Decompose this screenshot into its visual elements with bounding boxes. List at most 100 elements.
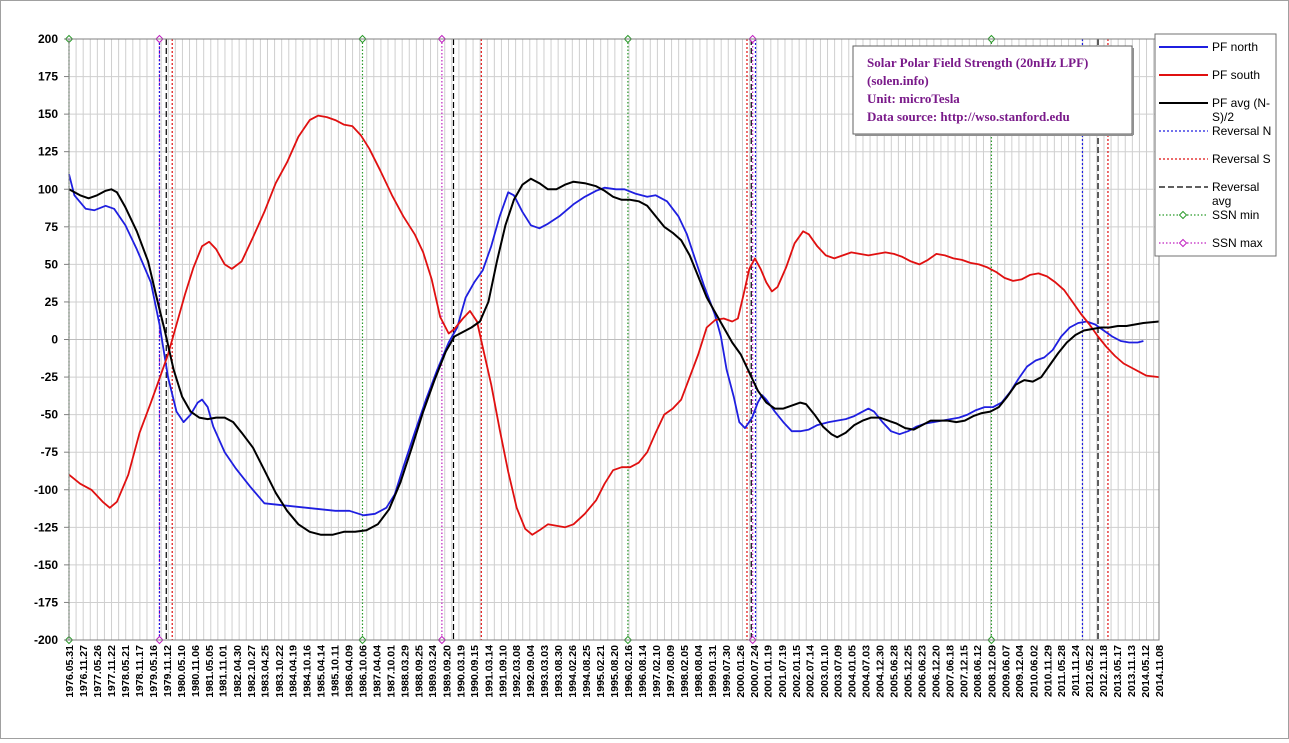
legend-label-line: PF south — [1212, 68, 1260, 82]
x-tick-label: 2003.01.10 — [819, 645, 831, 698]
x-tick-label: 2006.12.20 — [931, 645, 943, 698]
x-tick-label: 1999.07.30 — [721, 645, 733, 698]
legend-label-line: PF avg (N- — [1212, 96, 1270, 110]
title-box-frame — [852, 45, 1133, 135]
x-tick-label: 2002.01.15 — [791, 645, 803, 698]
chart-title-line: Solar Polar Field Strength (20nHz LPF) — [867, 55, 1088, 70]
x-tick-label: 1998.02.05 — [679, 645, 691, 698]
x-tick-label: 2002.07.14 — [805, 645, 817, 698]
x-tick-label: 1988.03.29 — [399, 645, 411, 698]
x-tick-label: 2010.06.02 — [1028, 645, 1040, 698]
x-tick-label: 1993.03.03 — [539, 645, 551, 698]
series-line-avg — [68, 177, 1160, 536]
x-tick-label: 1997.08.09 — [665, 645, 677, 698]
x-tick-label: 2007.06.18 — [944, 645, 956, 698]
chart-title-line: Unit: microTesla — [867, 91, 960, 106]
x-tick-label: 1977.05.26 — [92, 645, 104, 698]
legend-marker — [1178, 238, 1188, 248]
x-tick-label: 2010.11.29 — [1042, 645, 1054, 697]
x-tick-label: 1995.08.20 — [609, 645, 621, 698]
y-tick-label: 150 — [38, 107, 58, 121]
x-tick-label: 1990.09.15 — [469, 645, 481, 698]
x-tick-label: 1985.10.11 — [330, 645, 342, 697]
x-tick-label: 1986.04.09 — [344, 645, 356, 698]
x-tick-label: 2000.07.24 — [749, 645, 761, 698]
x-tick-label: 2008.12.09 — [986, 645, 998, 698]
x-axis: 1976.05.31 1976.11.27 1977.05.26 1977.11.22… — [64, 645, 1166, 698]
y-tick-label: 0 — [51, 333, 58, 347]
legend-label-line: S)/2 — [1212, 110, 1234, 124]
series — [68, 38, 1160, 641]
x-tick-label: 2012.11.18 — [1098, 645, 1110, 697]
x-tick-label: 2014.05.12 — [1140, 645, 1152, 698]
y-tick-label: 25 — [45, 295, 59, 309]
x-tick-label: 1999.01.31 — [707, 645, 719, 698]
legend-label-line: Reversal N — [1212, 124, 1271, 138]
legend-label: SSN max — [1212, 236, 1263, 250]
y-tick-label: -175 — [34, 595, 58, 609]
x-tick-label: 2009.12.04 — [1014, 645, 1026, 698]
y-tick-label: 50 — [45, 257, 59, 271]
legend-label: Reversal S — [1212, 152, 1271, 166]
y-tick-label: -50 — [41, 408, 59, 422]
x-tick-label: 1995.02.21 — [595, 645, 607, 698]
legend-label: PF avg (N-S)/2 — [1212, 96, 1270, 124]
x-tick-label: 2011.05.28 — [1056, 645, 1068, 697]
x-tick-label: 1992.03.08 — [511, 645, 523, 698]
x-tick-label: 2005.12.25 — [902, 645, 914, 698]
legend-label: SSN min — [1212, 208, 1259, 222]
y-tick-label: -100 — [34, 483, 58, 497]
x-tick-label: 1979.05.16 — [148, 645, 160, 698]
x-tick-label: 1989.09.20 — [441, 645, 453, 698]
x-tick-label: 1976.11.27 — [78, 645, 90, 697]
y-tick-label: 125 — [38, 145, 58, 159]
x-tick-label: 1991.09.10 — [497, 645, 509, 698]
y-tick-label: 175 — [38, 70, 58, 84]
legend-label-line: SSN min — [1212, 208, 1259, 222]
x-tick-label: 1981.05.05 — [204, 645, 216, 698]
x-tick-label: 1980.11.06 — [190, 645, 202, 697]
x-tick-label: 1978.11.17 — [134, 645, 146, 697]
chart-title-line: (solen.info) — [867, 73, 929, 88]
x-tick-label: 1981.11.01 — [218, 645, 230, 697]
x-tick-label: 1979.11.12 — [162, 645, 174, 697]
x-tick-label: 2004.07.03 — [861, 645, 873, 698]
x-tick-label: 2009.06.07 — [1000, 645, 1012, 698]
x-tick-label: 2003.07.09 — [833, 645, 845, 698]
legend-label: Reversal avg — [1212, 180, 1259, 208]
y-tick-label: 75 — [45, 220, 59, 234]
y-tick-label: 100 — [38, 182, 58, 196]
x-tick-label: 2006.06.23 — [916, 645, 928, 698]
legend-label: PF south — [1212, 68, 1260, 82]
x-tick-label: 2013.11.13 — [1126, 645, 1138, 697]
grid — [68, 38, 1159, 641]
x-tick-label: 1982.10.27 — [246, 645, 258, 698]
x-tick-label: 2005.06.28 — [889, 645, 901, 698]
x-tick-label: 2001.07.19 — [777, 645, 789, 698]
x-tick-label: 1983.10.22 — [274, 645, 286, 698]
x-tick-label: 1984.10.16 — [302, 645, 314, 698]
x-tick-label: 1994.02.26 — [567, 645, 579, 698]
x-tick-label: 1993.08.30 — [553, 645, 565, 698]
x-tick-label: 2000.01.26 — [735, 645, 747, 698]
x-tick-label: 1991.03.14 — [483, 645, 495, 698]
x-tick-label: 1996.02.16 — [623, 645, 635, 698]
x-tick-label: 1989.03.24 — [427, 645, 439, 698]
x-tick-label: 2011.11.24 — [1070, 645, 1082, 697]
x-tick-label: 1996.08.14 — [637, 645, 649, 698]
y-tick-label: -200 — [34, 633, 58, 647]
y-axis: 200 175 150 125 100 75 50 25 0 -25 -50 -75 -100 -125 -… — [34, 32, 69, 647]
legend-label: PF north — [1212, 40, 1258, 54]
y-tick-label: 200 — [38, 32, 58, 46]
legend-label-line: PF north — [1212, 40, 1258, 54]
legend-marker — [1178, 210, 1188, 220]
x-tick-label: 2007.12.15 — [958, 645, 970, 698]
x-tick-label: 1997.02.10 — [651, 645, 663, 698]
x-tick-label: 1982.04.30 — [232, 645, 244, 698]
legend-box — [1154, 33, 1277, 257]
x-tick-label: 1984.04.19 — [288, 645, 300, 698]
x-tick-label: 1992.09.04 — [525, 645, 537, 698]
